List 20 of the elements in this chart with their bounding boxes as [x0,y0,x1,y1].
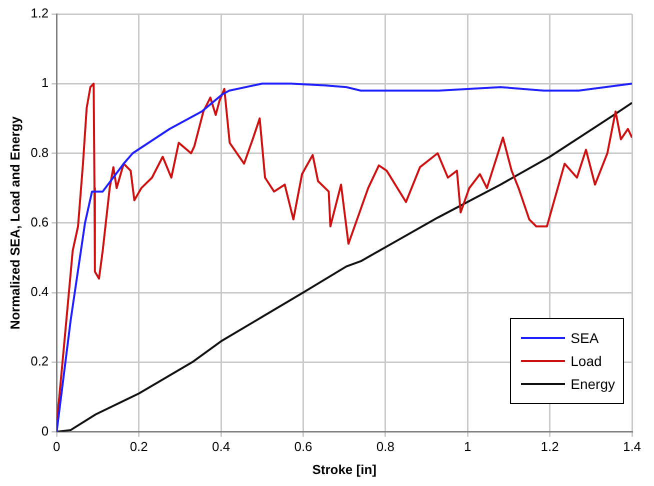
y-axis-title: Normalized SEA, Load and Energy [7,116,22,330]
y-tick-label: 0.2 [30,354,49,369]
legend-label: Energy [570,376,615,392]
x-tick-label: 0.4 [212,439,230,454]
x-tick-label: 0.6 [294,439,312,454]
x-tick-label: 1 [464,439,472,454]
x-tick-label: 0 [53,439,60,454]
x-axis-title: Stroke [in] [312,462,376,477]
x-tick-label: 1.4 [622,439,642,454]
y-tick-label: 0.4 [30,284,49,300]
legend-label: Load [570,353,602,369]
x-tick-label: 0.2 [130,439,148,454]
y-tick-label: 0 [41,423,49,438]
x-tick-label: 0.8 [376,439,394,454]
x-tick-label: 1.2 [540,439,559,454]
legend-label: SEA [570,330,599,346]
y-tick-label: 1.2 [30,6,49,21]
y-tick-label: 1 [41,75,49,90]
y-tick-label: 0.8 [30,144,49,160]
y-tick-label: 0.6 [30,214,49,230]
